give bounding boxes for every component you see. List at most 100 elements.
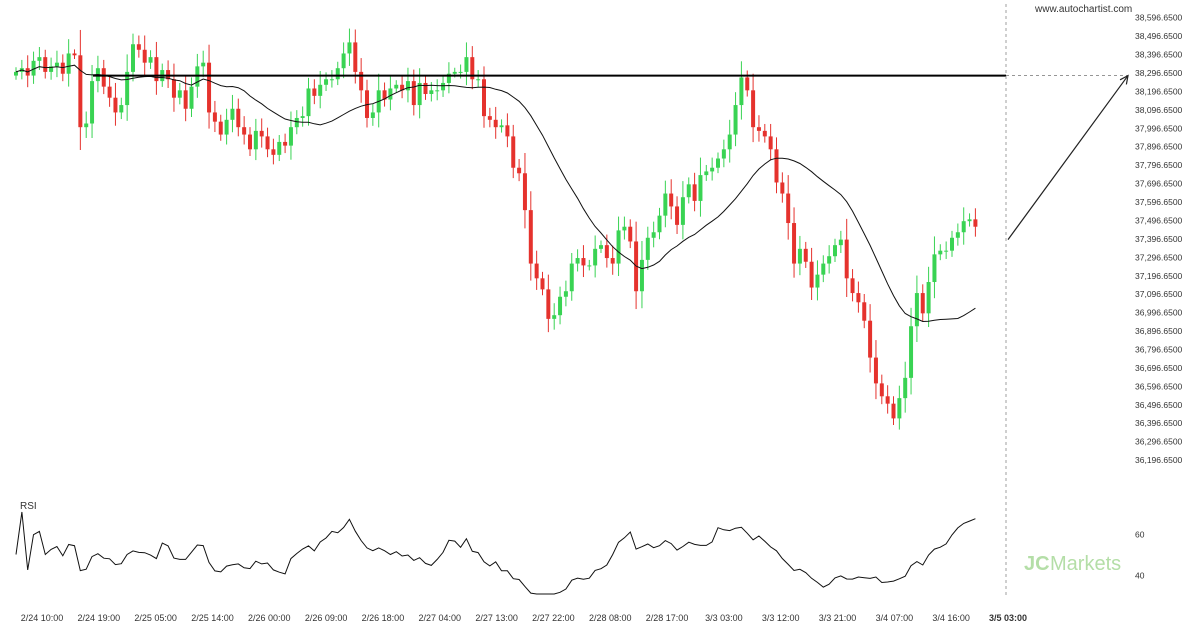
projection-arrow-line	[1007, 75, 1129, 240]
candle-body	[347, 42, 352, 54]
candle-body	[236, 108, 241, 128]
candle-body	[522, 173, 527, 211]
candle-body	[411, 81, 416, 106]
candle-body	[903, 377, 908, 399]
candle-body	[721, 149, 726, 159]
candle-body	[950, 237, 954, 251]
x-tick-label: 2/28 17:00	[646, 613, 689, 623]
x-tick-label: 3/4 07:00	[876, 613, 914, 623]
rsi-line	[15, 511, 976, 595]
candle-body	[37, 57, 42, 61]
candle-body	[72, 53, 77, 56]
candle-body	[417, 82, 422, 106]
brand-logo-text: Markets	[1050, 553, 1121, 575]
candle-body	[692, 184, 697, 201]
x-tick-label: 3/3 21:00	[819, 613, 857, 623]
candle-body	[739, 77, 744, 106]
candle-body	[212, 112, 217, 122]
x-tick-label: 3/3 12:00	[762, 613, 800, 623]
brand-logo-mark: JC	[1024, 553, 1050, 575]
candle-body	[669, 193, 674, 207]
candle-body	[230, 108, 235, 120]
candle-body	[961, 221, 966, 233]
candle-body	[639, 259, 644, 292]
x-tick-label: 2/26 00:00	[248, 613, 291, 623]
candle-body	[218, 121, 223, 135]
candle-body	[482, 79, 486, 117]
candle-body	[312, 88, 317, 96]
candle-body	[207, 62, 212, 113]
candle-body	[569, 263, 574, 292]
candle-body	[259, 130, 264, 137]
candle-body	[610, 258, 615, 264]
candle-body	[493, 119, 498, 128]
candle-body	[534, 263, 539, 279]
candle-body	[593, 248, 598, 266]
rsi-tick-label: 40	[1135, 571, 1145, 581]
brand-logo: JC Markets	[1024, 553, 1121, 575]
candle-body	[183, 90, 188, 109]
candle-body	[686, 184, 691, 198]
candle-body	[464, 57, 469, 72]
rsi-label: RSI	[20, 501, 37, 512]
candle-body	[827, 256, 832, 264]
candle-body	[452, 71, 457, 74]
candle-body	[873, 357, 878, 384]
candle-body	[663, 193, 668, 216]
candle-body	[101, 68, 106, 87]
candle-body	[189, 86, 194, 109]
candle-body	[774, 149, 779, 183]
candle-body	[920, 293, 925, 314]
candle-body	[142, 49, 147, 63]
y-tick-label: 38,496.6500	[1135, 31, 1183, 41]
y-tick-label: 36,396.6500	[1135, 418, 1183, 428]
x-tick-label: 2/26 18:00	[362, 613, 405, 623]
candle-body	[563, 291, 568, 297]
y-tick-label: 38,396.6500	[1135, 50, 1183, 60]
x-tick-label: 3/5 03:00	[989, 613, 1027, 623]
candle-body	[675, 206, 680, 225]
candle-body	[90, 81, 95, 124]
candle-body	[862, 302, 867, 321]
candle-body	[850, 278, 855, 294]
candle-body	[224, 119, 229, 135]
candle-body	[54, 62, 59, 67]
candle-body	[136, 44, 141, 50]
y-tick-label: 37,396.6500	[1135, 234, 1183, 244]
candle-body	[394, 84, 399, 89]
candle-body	[248, 134, 252, 150]
x-tick-label: 2/26 09:00	[305, 613, 348, 623]
candle-body	[119, 105, 124, 113]
candle-body	[201, 62, 206, 67]
candle-body	[698, 175, 703, 201]
candle-body	[400, 84, 405, 91]
candle-body	[476, 79, 481, 81]
candle-body	[932, 254, 937, 283]
rsi-tick-label: 60	[1135, 530, 1145, 540]
candle-body	[797, 248, 802, 264]
candle-body	[751, 90, 756, 128]
candle-body	[768, 136, 773, 150]
projection-arrow-head	[1119, 74, 1129, 85]
candle-body	[780, 182, 785, 194]
rsi-panel: RSI	[15, 501, 976, 595]
candle-body	[341, 53, 346, 69]
candle-body	[14, 71, 18, 76]
candle-body	[60, 62, 65, 74]
candle-body	[792, 223, 797, 264]
candle-body	[599, 245, 603, 249]
y-tick-label: 38,596.6500	[1135, 13, 1183, 23]
candle-body	[435, 90, 440, 92]
candle-body	[914, 293, 919, 327]
candle-body	[84, 123, 89, 128]
candle-body	[423, 82, 428, 95]
rsi-axis: 60 40	[1135, 530, 1145, 581]
y-tick-label: 36,296.6500	[1135, 437, 1183, 447]
candle-body	[429, 90, 434, 95]
candle-body	[283, 141, 288, 146]
candle-body	[716, 158, 720, 168]
y-tick-label: 37,896.6500	[1135, 142, 1183, 152]
x-tick-label: 3/4 16:00	[932, 613, 970, 623]
candle-body	[107, 86, 112, 98]
candle-body	[657, 215, 662, 233]
